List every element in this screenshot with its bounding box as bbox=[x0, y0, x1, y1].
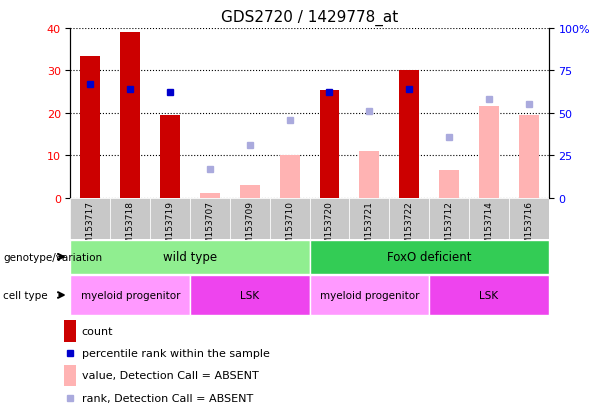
Bar bbox=[160, 116, 180, 198]
Bar bbox=[509, 198, 549, 240]
Bar bbox=[319, 90, 340, 198]
Text: genotype/variation: genotype/variation bbox=[3, 252, 102, 262]
Text: percentile rank within the sample: percentile rank within the sample bbox=[82, 349, 270, 358]
Bar bbox=[519, 116, 539, 198]
Bar bbox=[230, 198, 270, 240]
Bar bbox=[389, 198, 429, 240]
Text: rank, Detection Call = ABSENT: rank, Detection Call = ABSENT bbox=[82, 393, 253, 403]
Bar bbox=[310, 275, 429, 315]
Bar bbox=[479, 107, 499, 198]
Bar bbox=[359, 152, 379, 198]
Text: myeloid progenitor: myeloid progenitor bbox=[319, 290, 419, 300]
Bar bbox=[64, 365, 76, 386]
Bar bbox=[70, 240, 310, 274]
Bar bbox=[349, 198, 389, 240]
Text: GSM153710: GSM153710 bbox=[285, 200, 294, 255]
Bar bbox=[200, 194, 220, 198]
Text: cell type: cell type bbox=[3, 290, 48, 300]
Bar bbox=[310, 240, 549, 274]
Text: FoxO deficient: FoxO deficient bbox=[387, 251, 471, 263]
Text: GSM153719: GSM153719 bbox=[166, 200, 175, 255]
Text: myeloid progenitor: myeloid progenitor bbox=[80, 290, 180, 300]
Bar bbox=[429, 198, 469, 240]
Bar bbox=[120, 33, 140, 198]
Text: value, Detection Call = ABSENT: value, Detection Call = ABSENT bbox=[82, 370, 259, 380]
Bar bbox=[310, 198, 349, 240]
Bar bbox=[110, 198, 150, 240]
Bar bbox=[439, 171, 459, 198]
Text: GSM153716: GSM153716 bbox=[524, 200, 533, 255]
Text: GSM153721: GSM153721 bbox=[365, 200, 374, 255]
Bar bbox=[64, 320, 76, 342]
Text: LSK: LSK bbox=[479, 290, 498, 300]
Text: GSM153720: GSM153720 bbox=[325, 200, 334, 255]
Text: GSM153718: GSM153718 bbox=[126, 200, 135, 255]
Title: GDS2720 / 1429778_at: GDS2720 / 1429778_at bbox=[221, 10, 398, 26]
Text: GSM153717: GSM153717 bbox=[86, 200, 95, 255]
Text: GSM153712: GSM153712 bbox=[444, 200, 454, 255]
Text: GSM153709: GSM153709 bbox=[245, 200, 254, 255]
Bar bbox=[190, 198, 230, 240]
Text: GSM153722: GSM153722 bbox=[405, 200, 414, 255]
Bar bbox=[190, 275, 310, 315]
Text: count: count bbox=[82, 326, 113, 336]
Bar bbox=[70, 275, 190, 315]
Bar bbox=[240, 185, 260, 198]
Text: wild type: wild type bbox=[163, 251, 217, 263]
Bar bbox=[150, 198, 190, 240]
Text: GSM153714: GSM153714 bbox=[484, 200, 493, 255]
Bar bbox=[399, 71, 419, 198]
Text: GSM153707: GSM153707 bbox=[205, 200, 215, 255]
Text: LSK: LSK bbox=[240, 290, 259, 300]
Bar bbox=[270, 198, 310, 240]
Bar bbox=[70, 198, 110, 240]
Bar bbox=[80, 57, 101, 198]
Bar bbox=[469, 198, 509, 240]
Bar bbox=[280, 156, 300, 198]
Bar bbox=[429, 275, 549, 315]
